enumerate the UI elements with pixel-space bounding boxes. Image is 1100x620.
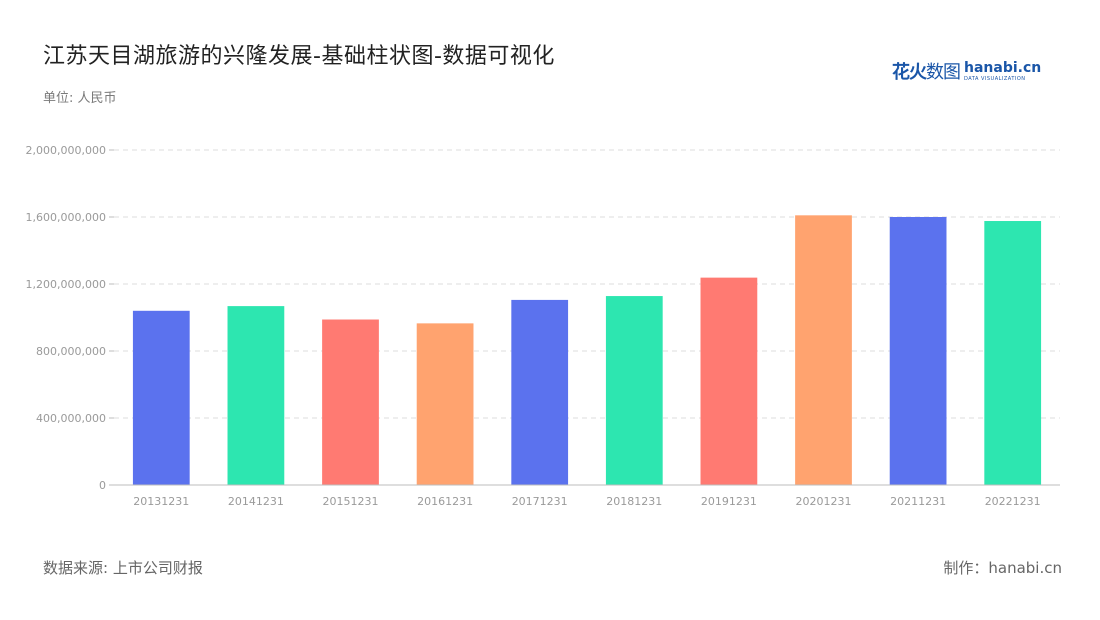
logo-chinese-bold: 花火	[892, 62, 927, 83]
x-tick-label: 20171231	[512, 495, 568, 508]
x-tick-label: 20151231	[323, 495, 379, 508]
bar-20141231[interactable]	[227, 306, 285, 485]
bar-20161231[interactable]	[416, 323, 474, 485]
chart-title: 江苏天目湖旅游的兴隆发展-基础柱状图-数据可视化	[43, 44, 555, 69]
x-tick-label: 20131231	[133, 495, 189, 508]
y-tick-label: 800,000,000	[36, 345, 106, 358]
x-tick-label: 20201231	[796, 495, 852, 508]
bar-20171231[interactable]	[511, 299, 569, 485]
y-axis-ticks: 0 400,000,000 800,000,000 1,200,000,000 1,60…	[26, 144, 114, 492]
bar-20181231[interactable]	[605, 296, 663, 485]
data-source: 数据来源: 上市公司财报	[43, 559, 203, 577]
bar-20221231[interactable]	[984, 221, 1042, 485]
bar-20201231[interactable]	[795, 215, 852, 485]
x-tick-label: 20141231	[228, 495, 284, 508]
y-tick-label: 1,200,000,000	[26, 278, 106, 291]
logo-english-sub: DATA VISUALIZATION	[964, 75, 1026, 82]
logo-english-main: hanabi.cn	[964, 59, 1042, 76]
x-tick-label: 20211231	[890, 495, 946, 508]
brand-logo[interactable]: 花火数图 hanabi.cn DATA VISUALIZATION	[892, 58, 1041, 84]
y-tick-label: 400,000,000	[36, 412, 106, 425]
bar-20131231[interactable]	[132, 310, 190, 485]
y-tick-label: 2,000,000,000	[26, 144, 106, 157]
x-axis-ticks: 20131231 20141231 20151231 20161231 20171231…	[133, 495, 1040, 508]
unit-label: 单位: 人民币	[43, 91, 117, 106]
bar-20211231[interactable]	[889, 217, 947, 485]
maker-credit: 制作：hanabi.cn	[943, 559, 1062, 577]
x-tick-label: 20181231	[606, 495, 662, 508]
y-tick-label: 1,600,000,000	[26, 211, 106, 224]
bar-20151231[interactable]	[322, 319, 379, 485]
bars	[132, 215, 1042, 485]
y-tick-label: 0	[99, 479, 106, 492]
x-tick-label: 20221231	[985, 495, 1041, 508]
x-tick-label: 20191231	[701, 495, 757, 508]
x-tick-label: 20161231	[417, 495, 473, 508]
logo-chinese-thin: 数图	[926, 62, 961, 83]
logo-english: hanabi.cn DATA VISUALIZATION	[964, 61, 1041, 82]
bar-20191231[interactable]	[700, 277, 758, 485]
logo-chinese: 花火数图	[892, 58, 961, 84]
